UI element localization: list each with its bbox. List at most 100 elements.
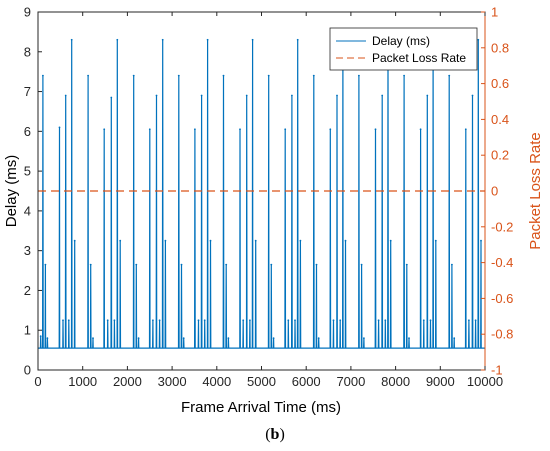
delay-peak-30 xyxy=(182,337,185,340)
delay-peak-57 xyxy=(317,337,320,340)
delay-peak-35 xyxy=(206,38,209,41)
delay-peak-74 xyxy=(405,263,408,266)
delay-peak-4 xyxy=(58,126,61,129)
delay-peak-19 xyxy=(132,74,135,77)
delay-peak-88 xyxy=(474,319,477,322)
delay-peak-58 xyxy=(329,128,332,131)
delay-peak-44 xyxy=(251,38,254,41)
delay-peak-89 xyxy=(477,38,480,41)
delay-peak-59 xyxy=(332,319,335,322)
delay-peak-8 xyxy=(70,38,73,41)
x-tick-label-5: 5000 xyxy=(247,374,276,389)
y-right-tick-label-7: 0.4 xyxy=(491,112,509,127)
y-left-axis-title: Delay (ms) xyxy=(3,155,20,228)
delay-peak-31 xyxy=(194,128,196,131)
delay-peak-56 xyxy=(315,263,318,266)
x-tick-label-3: 3000 xyxy=(158,374,187,389)
delay-peak-67 xyxy=(374,128,377,131)
delay-peak-33 xyxy=(200,94,203,97)
delay-peak-9 xyxy=(73,239,76,242)
delay-peak-75 xyxy=(408,337,410,340)
delay-peak-66 xyxy=(363,337,365,340)
delay-peak-2 xyxy=(44,263,47,266)
delay-peak-85 xyxy=(464,128,467,131)
delay-peak-42 xyxy=(245,94,248,97)
y-left-tick-label-3: 3 xyxy=(24,243,31,258)
delay-peak-65 xyxy=(360,263,363,266)
delay-peak-86 xyxy=(468,319,470,322)
delay-peak-81 xyxy=(434,239,437,242)
x-tick-label-10: 10000 xyxy=(467,374,503,389)
delay-peak-49 xyxy=(284,128,287,131)
x-tick-label-6: 6000 xyxy=(292,374,321,389)
delay-peak-39 xyxy=(227,337,230,340)
x-tick-label-7: 7000 xyxy=(336,374,365,389)
dual-axis-line-chart: 0 1000 2000 3000 4000 5000 6000 7000 8000 9000 100… xyxy=(3,5,544,417)
delay-peak-70 xyxy=(384,319,387,322)
y-right-axis-title: Packet Loss Rate xyxy=(527,132,544,250)
delay-peak-12 xyxy=(92,337,94,340)
delay-peak-83 xyxy=(451,263,453,266)
delay-peak-84 xyxy=(453,337,456,340)
delay-peak-82 xyxy=(448,74,451,77)
delay-peak-46 xyxy=(267,74,270,77)
delay-peak-51 xyxy=(291,94,293,97)
delay-peak-90 xyxy=(480,239,482,242)
delay-peak-29 xyxy=(180,263,183,266)
delay-peak-3 xyxy=(46,337,49,340)
y-left-tick-label-6: 6 xyxy=(24,124,31,139)
delay-peak-53 xyxy=(296,38,299,41)
delay-peak-50 xyxy=(287,319,290,322)
y-left-tick-label-4: 4 xyxy=(24,203,31,218)
delay-peak-87 xyxy=(471,94,474,97)
y-left-tick-label-8: 8 xyxy=(24,44,31,59)
y-left-tick-label-5: 5 xyxy=(24,164,31,179)
delay-peak-38 xyxy=(225,263,228,266)
delay-peak-22 xyxy=(148,128,151,131)
delay-peak-36 xyxy=(209,239,212,242)
y-right-tick-label-2: -0.6 xyxy=(491,291,513,306)
y-right-tick-label-5: 0 xyxy=(491,184,498,199)
y-left-tick-label-1: 1 xyxy=(24,323,31,338)
delay-peak-0 xyxy=(39,335,42,338)
legend: Delay (ms) Packet Loss Rate xyxy=(329,27,478,71)
delay-peak-79 xyxy=(429,319,432,322)
delay-peak-41 xyxy=(242,319,245,322)
delay-peak-5 xyxy=(62,319,64,322)
delay-peak-27 xyxy=(164,239,167,242)
delay-peak-45 xyxy=(254,239,257,242)
delay-peak-7 xyxy=(67,319,70,322)
delay-peak-61 xyxy=(339,319,342,322)
y-left-tick-label-2: 2 xyxy=(24,283,31,298)
x-tick-label-2: 2000 xyxy=(113,374,142,389)
figure-caption: (b) xyxy=(265,426,285,443)
legend-loss-label: Packet Loss Rate xyxy=(372,51,466,65)
delay-peak-14 xyxy=(106,319,109,322)
delay-peak-21 xyxy=(137,337,140,340)
y-left-axis-ticks: 0 1 2 3 4 5 6 7 8 9 xyxy=(24,5,42,378)
delay-peak-73 xyxy=(403,74,405,77)
delay-peak-68 xyxy=(377,319,380,322)
delay-peak-11 xyxy=(89,263,92,266)
y-right-tick-label-0: -1 xyxy=(491,363,503,378)
delay-peak-26 xyxy=(161,38,164,41)
delay-peak-15 xyxy=(110,96,113,99)
x-tick-label-9: 9000 xyxy=(426,374,455,389)
delay-peak-13 xyxy=(103,128,106,131)
delay-peak-1 xyxy=(42,74,44,77)
delay-peak-25 xyxy=(158,319,161,322)
y-right-tick-label-6: 0.2 xyxy=(491,148,509,163)
delay-peak-72 xyxy=(389,239,392,242)
delay-peak-47 xyxy=(270,263,273,266)
delay-peak-16 xyxy=(113,319,116,322)
delay-peak-17 xyxy=(116,38,119,41)
delay-peak-60 xyxy=(336,94,338,97)
y-right-tick-label-9: 0.8 xyxy=(491,40,509,55)
delay-peak-43 xyxy=(249,319,251,322)
y-left-tick-label-9: 9 xyxy=(24,5,31,20)
delay-peak-37 xyxy=(222,74,225,77)
y-left-tick-label-0: 0 xyxy=(24,363,31,378)
x-axis-ticks: 0 1000 2000 3000 4000 5000 6000 7000 8000 9000 100… xyxy=(34,12,503,389)
delay-peak-6 xyxy=(64,94,67,97)
delay-peak-55 xyxy=(312,74,315,77)
